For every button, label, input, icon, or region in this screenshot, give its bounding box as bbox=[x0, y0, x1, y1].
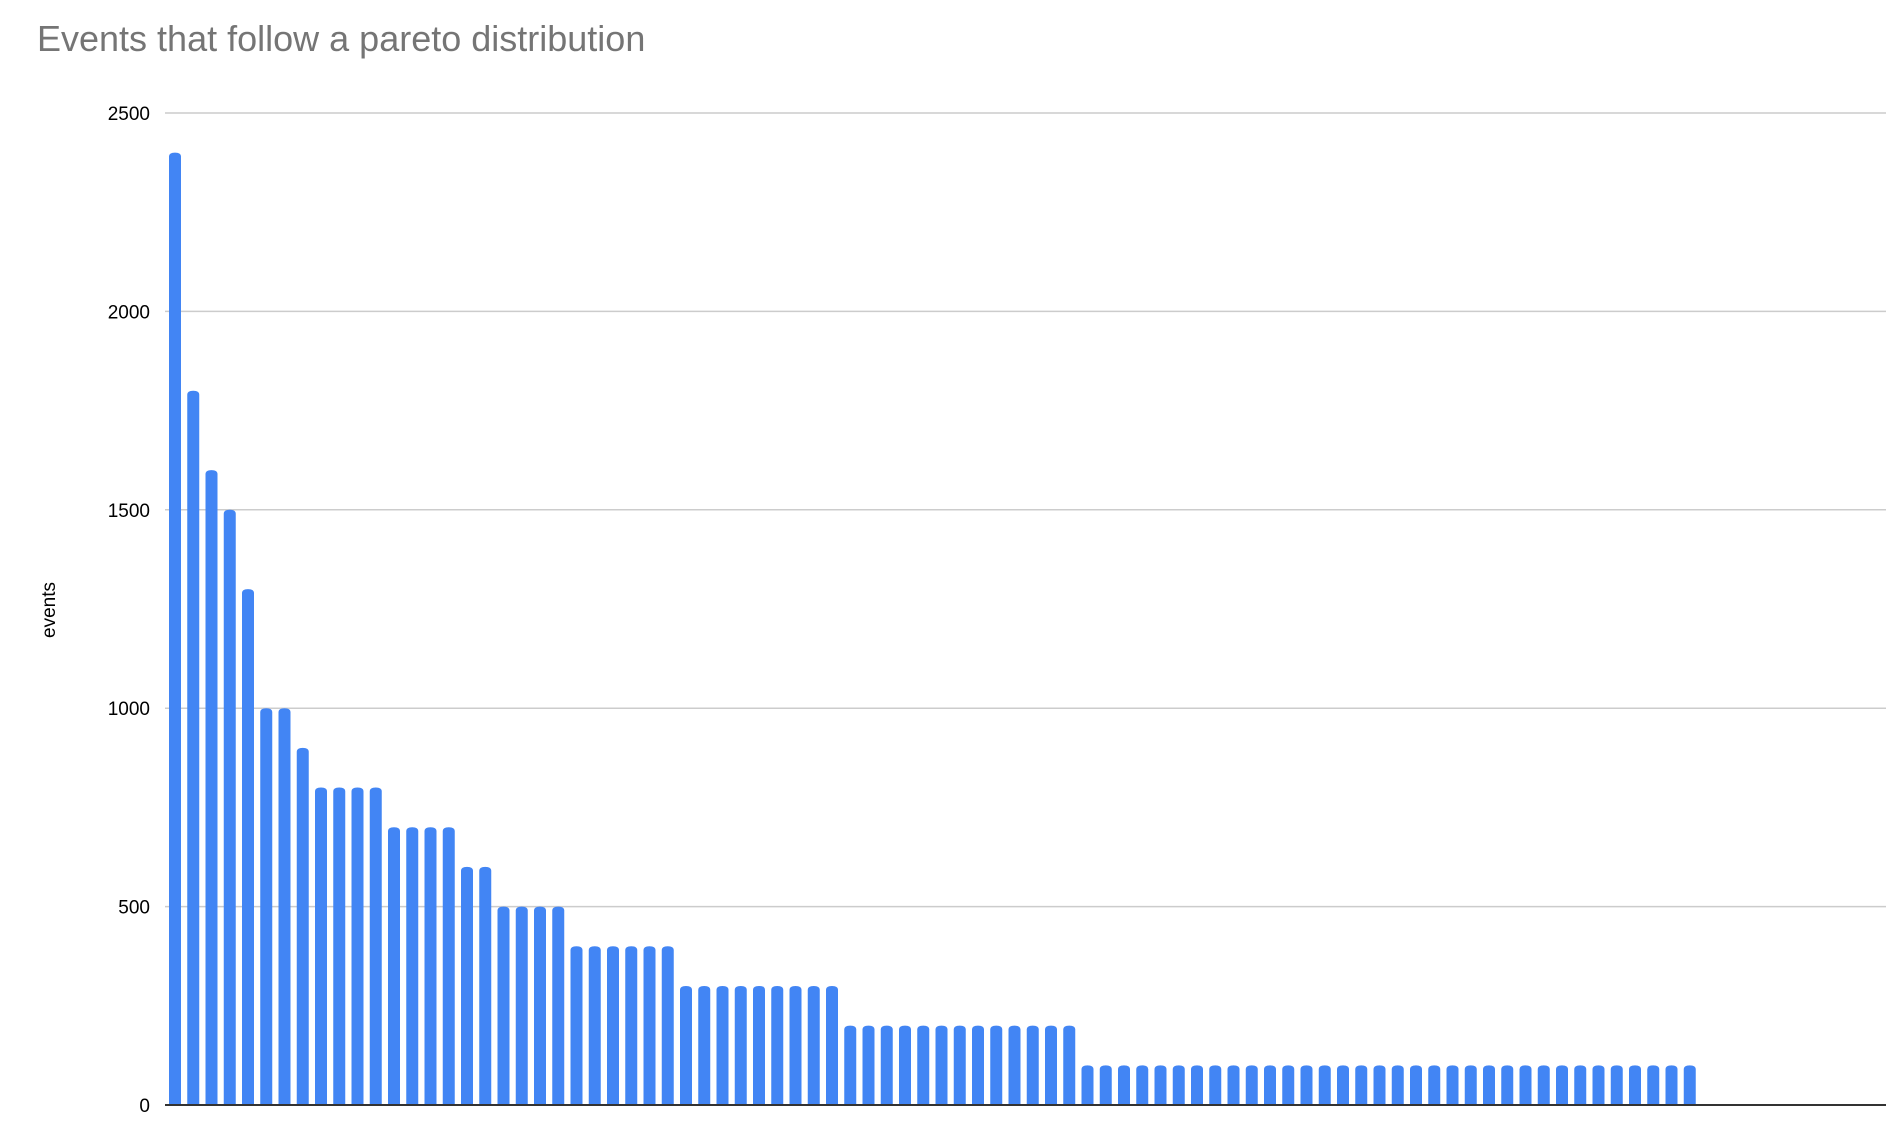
bar bbox=[607, 946, 619, 1105]
bar bbox=[1300, 1065, 1313, 1105]
bar bbox=[442, 827, 455, 1105]
bar bbox=[1683, 1065, 1696, 1105]
bar bbox=[1099, 1065, 1112, 1105]
bar bbox=[807, 985, 820, 1105]
bar bbox=[771, 985, 784, 1105]
bar bbox=[369, 787, 382, 1105]
bar bbox=[753, 985, 765, 1105]
bar bbox=[497, 906, 510, 1105]
bar bbox=[1118, 1065, 1130, 1105]
bar bbox=[388, 827, 400, 1105]
bar bbox=[1519, 1065, 1532, 1105]
bar bbox=[424, 827, 437, 1105]
bar bbox=[1245, 1065, 1258, 1105]
bar bbox=[570, 946, 583, 1105]
bar bbox=[1629, 1065, 1641, 1105]
bar bbox=[461, 866, 473, 1105]
bar bbox=[698, 985, 711, 1105]
bar bbox=[1227, 1065, 1240, 1105]
bar bbox=[1282, 1065, 1295, 1105]
bar bbox=[205, 470, 218, 1105]
y-tick-label: 2500 bbox=[108, 104, 150, 125]
bar bbox=[625, 946, 638, 1105]
bar bbox=[826, 985, 838, 1105]
bar bbox=[661, 946, 674, 1105]
bar bbox=[1318, 1065, 1331, 1105]
bar bbox=[1556, 1065, 1568, 1105]
bar bbox=[1172, 1065, 1185, 1105]
bar bbox=[1081, 1065, 1094, 1105]
bar bbox=[1355, 1065, 1368, 1105]
bar bbox=[333, 787, 346, 1105]
bar bbox=[972, 1025, 984, 1105]
bar bbox=[789, 985, 802, 1105]
y-tick-label: 2000 bbox=[108, 302, 150, 323]
bar bbox=[187, 390, 200, 1105]
bar bbox=[515, 906, 528, 1105]
bar bbox=[862, 1025, 875, 1105]
bar bbox=[1191, 1065, 1203, 1105]
bar bbox=[1665, 1065, 1678, 1105]
bar bbox=[1446, 1065, 1459, 1105]
bar bbox=[1428, 1065, 1441, 1105]
bar bbox=[1592, 1065, 1605, 1105]
bar bbox=[1647, 1065, 1660, 1105]
bar bbox=[1391, 1065, 1404, 1105]
bar bbox=[406, 827, 419, 1105]
bar bbox=[1045, 1025, 1057, 1105]
bar bbox=[917, 1025, 930, 1105]
bar bbox=[296, 747, 309, 1105]
bar bbox=[260, 708, 273, 1105]
bar bbox=[680, 985, 692, 1105]
bar bbox=[1264, 1065, 1276, 1105]
bar bbox=[242, 589, 254, 1105]
bar bbox=[351, 787, 364, 1105]
bar bbox=[588, 946, 601, 1105]
y-tick-label: 1000 bbox=[108, 699, 150, 720]
bar bbox=[1537, 1065, 1550, 1105]
bar bbox=[315, 787, 327, 1105]
bar bbox=[643, 946, 656, 1105]
y-tick-label: 500 bbox=[118, 898, 150, 919]
bar bbox=[899, 1025, 911, 1105]
bar bbox=[1136, 1065, 1149, 1105]
bar bbox=[1574, 1065, 1587, 1105]
bar bbox=[1008, 1025, 1021, 1105]
bar bbox=[880, 1025, 893, 1105]
bar bbox=[990, 1025, 1003, 1105]
bar bbox=[1063, 1025, 1076, 1105]
y-tick-label: 1500 bbox=[108, 501, 150, 522]
y-tick-label: 0 bbox=[139, 1096, 150, 1117]
bar bbox=[1373, 1065, 1386, 1105]
bar bbox=[1154, 1065, 1167, 1105]
bar bbox=[1026, 1025, 1039, 1105]
bar bbox=[223, 509, 236, 1105]
bar bbox=[278, 708, 291, 1105]
bar bbox=[953, 1025, 966, 1105]
bar bbox=[1483, 1065, 1495, 1105]
bar bbox=[935, 1025, 948, 1105]
bar bbox=[1501, 1065, 1514, 1105]
bar bbox=[1337, 1065, 1349, 1105]
bar bbox=[1610, 1065, 1623, 1105]
bar bbox=[479, 866, 492, 1105]
bar bbox=[716, 985, 729, 1105]
bar bbox=[1464, 1065, 1477, 1105]
bar bbox=[844, 1025, 857, 1105]
bar bbox=[169, 152, 181, 1105]
bar bbox=[734, 985, 747, 1105]
bar bbox=[1410, 1065, 1422, 1105]
bar bbox=[552, 906, 565, 1105]
chart-title: Events that follow a pareto distribution bbox=[37, 18, 646, 59]
bar bbox=[534, 906, 546, 1105]
bar bbox=[1209, 1065, 1222, 1105]
